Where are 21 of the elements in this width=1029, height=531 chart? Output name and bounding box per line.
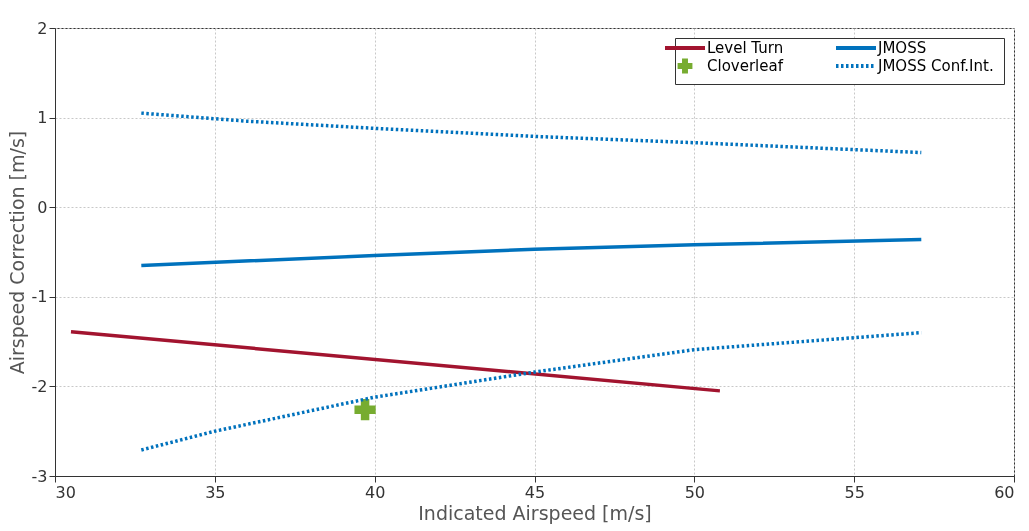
y-tick-label: 2 (37, 18, 48, 38)
x-tick-label: 35 (205, 482, 226, 502)
x-axis-title: Indicated Airspeed [m/s] (418, 501, 652, 524)
y-tick-label: 0 (37, 197, 48, 217)
legend-label: Cloverleaf (707, 57, 784, 75)
line-series (139, 237, 924, 268)
x-tick-label: 45 (524, 482, 546, 502)
x-tick-label: 55 (844, 482, 865, 502)
legend-label: JMOSS (877, 39, 927, 57)
legend-label: Level Turn (707, 39, 784, 57)
x-tick-label: 60 (994, 482, 1015, 502)
x-tick-label: 50 (684, 482, 706, 502)
legend-label: JMOSS Conf.Int. (877, 57, 994, 75)
y-tick-label: -3 (31, 466, 48, 486)
line-series (139, 111, 924, 155)
x-tick-label: 40 (364, 482, 386, 502)
x-tick-label: 30 (55, 482, 76, 502)
y-tick-label: -1 (31, 287, 48, 307)
y-axis-title: Airspeed Correction [m/s] (5, 130, 28, 375)
y-tick-label: 1 (37, 108, 48, 128)
y-tick-label: -2 (31, 376, 48, 396)
